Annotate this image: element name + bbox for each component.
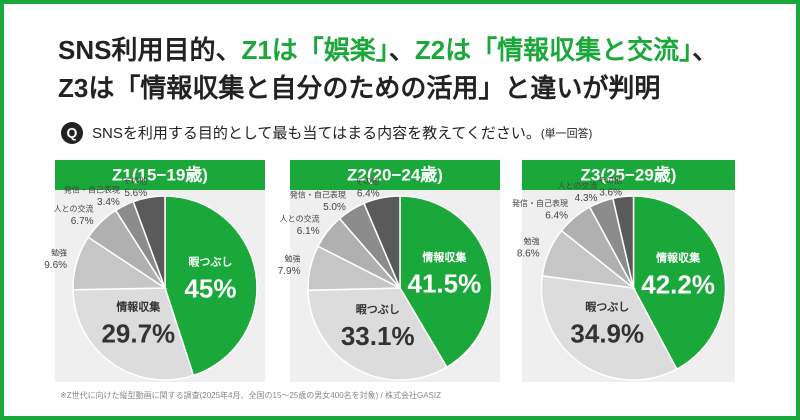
slice-name: 人との交流 bbox=[280, 213, 320, 223]
slice-name: 発信・自己表現 bbox=[290, 190, 346, 200]
slice-name: その他 bbox=[123, 176, 147, 186]
slice-name: 情報収集 bbox=[422, 250, 467, 264]
pie-slice bbox=[632, 195, 727, 371]
slice-value: 5.0% bbox=[323, 202, 346, 213]
slice-value: 6.7% bbox=[71, 216, 94, 227]
slice-name: 情報収集 bbox=[116, 299, 161, 313]
question-icon: Q bbox=[67, 125, 78, 141]
footnote: ※Z世代に向けた縦型動画に関する調査(2025年4月、全国の15〜25歳の男女4… bbox=[60, 390, 441, 400]
pie-slice bbox=[611, 195, 635, 289]
title-line: SNS利用目的、Z1は「娯楽」、Z2は「情報収集と交流」、 bbox=[58, 35, 718, 65]
panel-header bbox=[55, 160, 265, 190]
slice-name: 人との交流 bbox=[558, 181, 598, 191]
slice-name: 勉強 bbox=[524, 236, 540, 246]
slice-value: 3.6% bbox=[599, 187, 622, 198]
title-segment: 、 bbox=[389, 35, 415, 65]
pie-slice bbox=[164, 195, 258, 377]
pie-slice bbox=[307, 287, 448, 381]
title-segment: SNS利用目的、 bbox=[58, 35, 241, 65]
slice-value: 6.4% bbox=[545, 210, 568, 221]
slice-name: 勉強 bbox=[51, 248, 67, 258]
slice-value: 41.5% bbox=[408, 269, 482, 299]
title-segment: Z2は「情報収集と交流」 bbox=[415, 35, 692, 65]
slice-name: 人との交流 bbox=[54, 203, 94, 213]
pie-slice bbox=[132, 195, 166, 289]
slice-value: 6.4% bbox=[357, 189, 380, 200]
title-segment: Z1は「娯楽」 bbox=[241, 35, 388, 65]
slice-value: 3.4% bbox=[97, 197, 120, 208]
slice-value: 4.3% bbox=[575, 193, 598, 204]
question-text: SNSを利用する目的として最も当てはまる内容を教えてください。 bbox=[92, 125, 541, 142]
slice-name: 情報収集 bbox=[656, 251, 701, 265]
title-segment: Z3は「情報収集と自分のための活用」と違いが判明 bbox=[58, 73, 660, 103]
slice-value: 7.9% bbox=[278, 266, 301, 277]
slice-value: 33.1% bbox=[341, 321, 415, 351]
slice-name: 暇つぶし bbox=[356, 303, 400, 316]
question-note: (単一回答) bbox=[541, 126, 592, 140]
panel-header bbox=[522, 160, 735, 190]
slice-value: 9.6% bbox=[44, 260, 67, 271]
panel-header bbox=[290, 160, 500, 190]
panel-title: Z3(25−29歳) bbox=[581, 164, 677, 184]
slice-value: 8.6% bbox=[517, 249, 540, 260]
slice-value: 29.7% bbox=[101, 318, 175, 348]
slice-name: その他 bbox=[598, 175, 622, 185]
pie-slice bbox=[72, 287, 195, 381]
title-segment: 、 bbox=[692, 35, 718, 65]
title-line: Z3は「情報収集と自分のための活用」と違いが判明 bbox=[58, 73, 660, 103]
pie-slice bbox=[363, 195, 401, 289]
pie-slice bbox=[540, 275, 678, 381]
slice-name: 発信・自己表現 bbox=[512, 198, 568, 208]
slice-name: 暇つぶし bbox=[188, 256, 232, 269]
question-icon-bg bbox=[61, 122, 83, 144]
slice-value: 45% bbox=[184, 274, 236, 304]
slice-value: 6.1% bbox=[297, 226, 320, 237]
slice-value: 5.6% bbox=[124, 188, 147, 199]
panel-title: Z1(15−19歳) bbox=[112, 164, 208, 184]
slice-name: 発信・自己表現 bbox=[64, 185, 120, 195]
slice-name: 暇つぶし bbox=[585, 301, 629, 314]
slice-value: 34.9% bbox=[570, 319, 644, 349]
panel-title: Z2(20−24歳) bbox=[347, 164, 443, 184]
pie-slice bbox=[399, 195, 493, 369]
question: SNSを利用する目的として最も当てはまる内容を教えてください。(単一回答) bbox=[92, 125, 592, 142]
slice-value: 42.2% bbox=[641, 270, 715, 300]
slice-name: その他 bbox=[356, 176, 380, 186]
slice-name: 勉強 bbox=[285, 254, 301, 264]
